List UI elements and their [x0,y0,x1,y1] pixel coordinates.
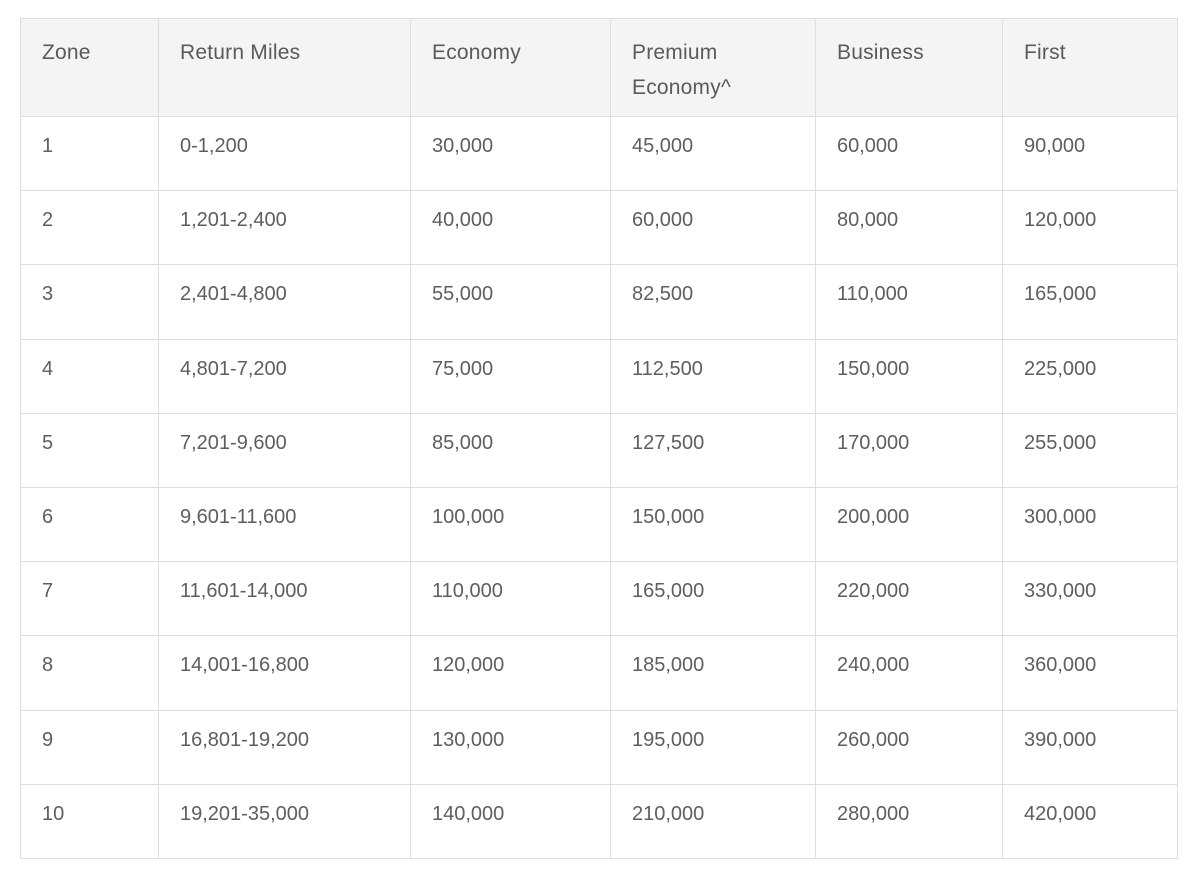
cell-economy: 30,000 [410,115,611,192]
cell-first: 360,000 [1002,635,1178,711]
cell-return-miles: 1,201-2,400 [158,190,411,266]
cell-business: 260,000 [815,709,1003,785]
cell-return-miles: 0-1,200 [158,115,411,192]
cell-business: 240,000 [815,635,1003,711]
cell-zone: 3 [20,264,159,340]
header-zone: Zone [20,18,159,117]
cell-zone: 6 [20,486,159,563]
cell-economy: 120,000 [410,635,611,711]
cell-zone: 8 [20,635,159,711]
cell-business: 220,000 [815,561,1003,637]
cell-premium-economy: 165,000 [610,561,816,637]
cell-premium-economy: 195,000 [610,709,816,785]
cell-first: 390,000 [1002,709,1178,785]
cell-economy: 140,000 [410,783,611,859]
cell-economy: 40,000 [410,190,611,266]
cell-zone: 1 [20,115,159,192]
cell-business: 200,000 [815,486,1003,563]
cell-return-miles: 4,801-7,200 [158,338,411,414]
cell-first: 330,000 [1002,561,1178,637]
cell-return-miles: 7,201-9,600 [158,412,411,488]
cell-business: 280,000 [815,783,1003,859]
cell-zone: 7 [20,561,159,637]
table-body: 1 0-1,200 30,000 45,000 60,000 90,000 2 1,201-2… [20,115,1178,859]
table-row: 3 2,401-4,800 55,000 82,500 110,000 165,000 [20,264,1178,340]
cell-zone: 10 [20,783,159,859]
table-row: 5 7,201-9,600 85,000 127,500 170,000 255,000 [20,412,1178,488]
table-row: 1 0-1,200 30,000 45,000 60,000 90,000 [20,115,1178,192]
cell-premium-economy: 127,500 [610,412,816,488]
table-row: 4 4,801-7,200 75,000 112,500 150,000 225,000 [20,338,1178,414]
cell-first: 120,000 [1002,190,1178,266]
cell-economy: 130,000 [410,709,611,785]
cell-premium-economy: 185,000 [610,635,816,711]
cell-zone: 5 [20,412,159,488]
cell-business: 60,000 [815,115,1003,192]
table-row: 7 11,601-14,000 110,000 165,000 220,000 330,0… [20,561,1178,637]
header-premium-economy: Premium Economy^ [610,18,816,117]
table-row: 6 9,601-11,600 100,000 150,000 200,000 300,00… [20,486,1178,563]
cell-economy: 100,000 [410,486,611,563]
cell-business: 170,000 [815,412,1003,488]
table-header: Zone Return Miles Economy Premium Econom… [20,18,1178,117]
cell-zone: 9 [20,709,159,785]
header-economy: Economy [410,18,611,117]
cell-first: 255,000 [1002,412,1178,488]
cell-first: 165,000 [1002,264,1178,340]
header-row: Zone Return Miles Economy Premium Econom… [20,18,1178,117]
cell-return-miles: 14,001-16,800 [158,635,411,711]
cell-business: 150,000 [815,338,1003,414]
header-first: First [1002,18,1178,117]
cell-premium-economy: 150,000 [610,486,816,563]
cell-return-miles: 11,601-14,000 [158,561,411,637]
cell-return-miles: 16,801-19,200 [158,709,411,785]
award-chart-table: Zone Return Miles Economy Premium Econom… [20,18,1178,859]
table-row: 10 19,201-35,000 140,000 210,000 280,000 420,… [20,783,1178,859]
header-business: Business [815,18,1003,117]
cell-zone: 2 [20,190,159,266]
cell-premium-economy: 45,000 [610,115,816,192]
cell-economy: 85,000 [410,412,611,488]
cell-business: 110,000 [815,264,1003,340]
cell-return-miles: 19,201-35,000 [158,783,411,859]
cell-business: 80,000 [815,190,1003,266]
header-premium-line1: Premium [632,41,718,64]
table-row: 2 1,201-2,400 40,000 60,000 80,000 120,000 [20,190,1178,266]
cell-first: 225,000 [1002,338,1178,414]
cell-first: 420,000 [1002,783,1178,859]
cell-return-miles: 2,401-4,800 [158,264,411,340]
cell-premium-economy: 210,000 [610,783,816,859]
table-row: 9 16,801-19,200 130,000 195,000 260,000 390,0… [20,709,1178,785]
cell-premium-economy: 82,500 [610,264,816,340]
cell-economy: 110,000 [410,561,611,637]
table-row: 8 14,001-16,800 120,000 185,000 240,000 360,0… [20,635,1178,711]
cell-first: 300,000 [1002,486,1178,563]
cell-economy: 55,000 [410,264,611,340]
header-premium-line2: Economy^ [632,76,731,99]
cell-premium-economy: 112,500 [610,338,816,414]
cell-return-miles: 9,601-11,600 [158,486,411,563]
cell-zone: 4 [20,338,159,414]
header-return-miles: Return Miles [158,18,411,117]
cell-premium-economy: 60,000 [610,190,816,266]
cell-first: 90,000 [1002,115,1178,192]
cell-economy: 75,000 [410,338,611,414]
